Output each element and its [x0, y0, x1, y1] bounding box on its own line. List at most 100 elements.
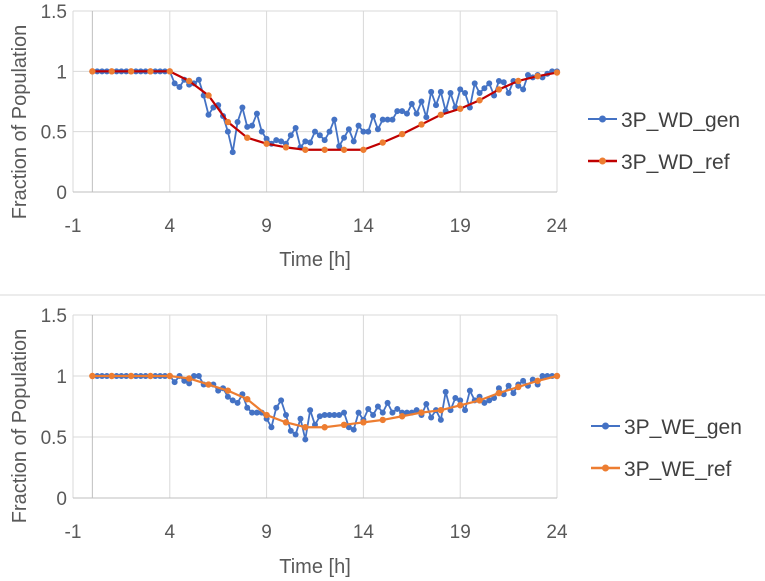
- data-point: [370, 412, 377, 419]
- data-point: [166, 372, 173, 380]
- data-point: [273, 404, 280, 411]
- data-point: [89, 372, 96, 380]
- data-point: [282, 412, 289, 419]
- x-tick-label: 19: [450, 216, 471, 237]
- legend-label: 3P_WD_gen: [621, 109, 740, 132]
- data-point: [273, 137, 280, 144]
- data-point: [108, 372, 115, 380]
- data-point: [244, 395, 251, 403]
- legend-label: 3P_WE_ref: [624, 458, 732, 481]
- data-point: [244, 404, 251, 411]
- data-point: [176, 84, 183, 91]
- y-axis-title: Fraction of Population: [9, 329, 31, 524]
- data-point: [520, 86, 527, 93]
- data-point: [360, 419, 367, 426]
- data-point: [355, 409, 362, 416]
- legend-swatch-marker: [599, 157, 606, 165]
- data-point: [345, 126, 352, 133]
- data-point: [408, 100, 415, 107]
- y-tick-label: 1: [56, 62, 67, 83]
- data-point: [229, 397, 236, 404]
- data-point: [398, 130, 406, 138]
- data-point: [229, 149, 236, 156]
- data-point: [191, 373, 197, 379]
- y-tick-label: 0: [56, 489, 67, 510]
- data-point: [379, 116, 386, 123]
- data-point: [331, 412, 338, 419]
- x-axis-title: Time [h]: [279, 556, 351, 578]
- x-tick-label: -1: [65, 522, 82, 543]
- data-point: [186, 380, 193, 387]
- data-point: [374, 126, 381, 133]
- data-point: [224, 387, 232, 394]
- data-point: [326, 128, 333, 135]
- data-point: [476, 90, 483, 97]
- data-point: [185, 375, 193, 382]
- data-point: [379, 139, 386, 146]
- data-point: [476, 97, 483, 104]
- data-point: [495, 77, 502, 84]
- data-point: [495, 389, 503, 397]
- data-point: [307, 407, 314, 414]
- data-point: [89, 68, 96, 75]
- data-point: [336, 412, 343, 419]
- y-tick-label: 1.5: [41, 306, 67, 327]
- data-point: [553, 372, 561, 380]
- data-point: [234, 119, 241, 126]
- data-point: [316, 413, 323, 420]
- data-point: [374, 403, 381, 410]
- data-point: [341, 134, 348, 141]
- data-point: [253, 409, 260, 416]
- x-tick-label: 24: [546, 522, 568, 543]
- data-point: [534, 377, 541, 385]
- data-point: [553, 69, 561, 76]
- data-point: [398, 413, 406, 420]
- data-point: [418, 409, 425, 416]
- data-point: [389, 409, 396, 416]
- x-tick-label: 14: [353, 522, 375, 543]
- data-point: [437, 416, 444, 423]
- x-axis-title: Time [h]: [279, 249, 351, 271]
- data-point: [268, 424, 275, 431]
- data-point: [515, 82, 522, 89]
- data-point: [181, 377, 188, 384]
- data-point: [539, 373, 546, 379]
- data-point: [302, 436, 309, 443]
- data-point: [326, 412, 333, 419]
- data-point: [195, 76, 202, 83]
- y-tick-label: 0: [56, 183, 67, 204]
- data-point: [428, 414, 435, 421]
- x-tick-label: 24: [546, 216, 568, 237]
- data-point: [287, 427, 294, 434]
- data-point: [127, 68, 135, 75]
- y-tick-label: 0.5: [41, 428, 67, 449]
- data-point: [350, 138, 357, 145]
- x-tick-label: 9: [261, 522, 272, 543]
- data-point: [263, 411, 270, 419]
- data-point: [534, 72, 541, 80]
- data-point: [413, 110, 420, 117]
- data-point: [500, 79, 507, 86]
- data-point: [205, 92, 212, 99]
- legend-swatch-marker: [599, 115, 606, 123]
- y-tick-label: 1.5: [41, 2, 67, 23]
- data-point: [365, 405, 372, 412]
- data-point: [321, 137, 328, 144]
- x-tick-label: 9: [261, 216, 272, 237]
- data-point: [302, 138, 309, 145]
- data-point: [379, 416, 386, 424]
- legend-label: 3P_WE_gen: [624, 416, 742, 439]
- data-point: [292, 431, 299, 438]
- data-point: [462, 90, 469, 97]
- data-point: [418, 121, 425, 128]
- data-point: [205, 111, 212, 118]
- data-point: [481, 85, 488, 92]
- y-axis-title: Fraction of Population: [9, 25, 31, 220]
- data-point: [423, 114, 430, 121]
- data-point: [360, 146, 367, 153]
- data-point: [384, 399, 391, 406]
- data-point: [394, 108, 401, 115]
- data-point: [258, 128, 265, 135]
- data-point: [413, 407, 420, 414]
- data-point: [399, 108, 406, 115]
